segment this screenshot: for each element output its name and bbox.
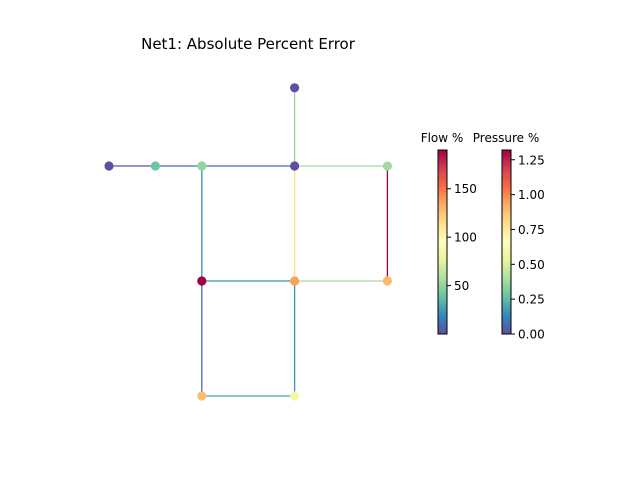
- node-n4: [290, 161, 300, 171]
- node-n3: [197, 161, 207, 171]
- flow-colorbar-gradient: [438, 150, 447, 334]
- pressure-tick-label: 0.50: [518, 258, 545, 272]
- flow-colorbar-label: Flow %: [421, 131, 464, 145]
- node-n7: [197, 276, 207, 286]
- pressure-tick-label: 0.00: [518, 328, 545, 342]
- pressure-tick-label: 1.25: [518, 153, 545, 167]
- node-n2: [150, 161, 160, 171]
- pressure-tick-label: 1.00: [518, 188, 545, 202]
- flow-colorbar-ticks: 50 100 150: [447, 182, 477, 293]
- node-n1: [104, 161, 114, 171]
- flow-colorbar: Flow % 50 100 150: [421, 131, 477, 335]
- flow-tick-label: 50: [454, 279, 469, 293]
- node-n9: [382, 276, 392, 286]
- flow-tick-label: 100: [454, 231, 477, 245]
- node-n5: [382, 161, 392, 171]
- node-n11: [290, 391, 300, 401]
- network-links: [109, 87, 389, 397]
- node-n10: [197, 391, 207, 401]
- pressure-colorbar-ticks: 0.00 0.25 0.50 0.75 1.00 1.25: [511, 153, 545, 342]
- network-nodes: [104, 83, 392, 401]
- chart-title: Net1: Absolute Percent Error: [141, 35, 356, 53]
- pressure-colorbar-label: Pressure %: [473, 131, 539, 145]
- pressure-colorbar-gradient: [502, 150, 511, 334]
- flow-colorbar-frame: [437, 149, 448, 335]
- node-n8: [290, 276, 300, 286]
- pressure-tick-label: 0.25: [518, 293, 545, 307]
- node-n6: [290, 83, 300, 93]
- pressure-tick-label: 0.75: [518, 223, 545, 237]
- pressure-colorbar-frame: [501, 149, 512, 335]
- flow-tick-label: 150: [454, 182, 477, 196]
- pressure-colorbar: Pressure % 0.00 0.25 0.50 0.75 1.00 1.25: [473, 131, 545, 342]
